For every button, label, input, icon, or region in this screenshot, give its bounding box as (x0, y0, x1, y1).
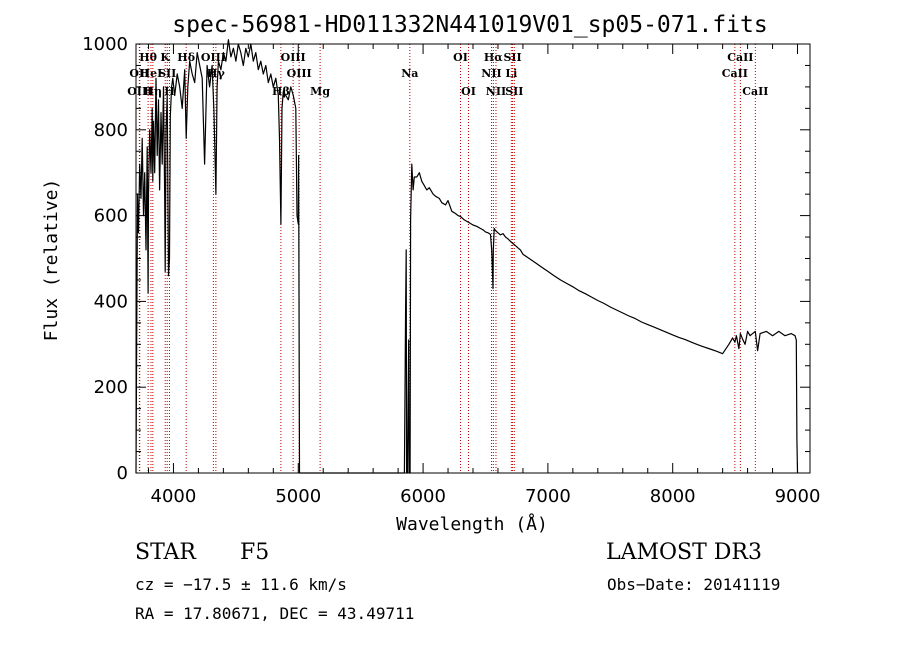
y-tick-label-1000: 1000 (82, 34, 128, 55)
marker-label-7: H (164, 85, 174, 98)
marker-label-22: Li (505, 67, 517, 80)
marker-label-2: OIII (127, 85, 152, 98)
marker-label-5: K (160, 51, 170, 64)
marker-label-0: Hθ (139, 51, 157, 64)
marker-label-16: OI (453, 51, 468, 64)
observation-date: Obs−Date: 20141119 (607, 575, 781, 594)
object-type: STAR (135, 540, 196, 565)
marker-label-13: OIII (287, 67, 312, 80)
spectrum-line-0 (135, 39, 799, 474)
x-tick-label-6000: 6000 (400, 486, 446, 507)
axes: 4000 5000 6000 7000 8000 9000 0 200 400 600 800 100… (82, 34, 820, 507)
marker-label-8: Hδ (177, 51, 195, 64)
x-tick-label-9000: 9000 (775, 486, 821, 507)
marker-label-19: NII (481, 67, 501, 80)
y-tick-label-600: 600 (94, 206, 128, 227)
marker-label-6: SII (158, 67, 176, 80)
x-axis-label: Wavelength (Å) (396, 513, 548, 535)
spectral-subclass: F5 (240, 540, 270, 565)
marker-label-24: CaII (727, 51, 753, 64)
x-tick-label-5000: 5000 (275, 486, 321, 507)
y-tick-label-0: 0 (117, 463, 128, 484)
marker-label-20: NII (486, 85, 506, 98)
marker-label-18: Hα (484, 51, 503, 64)
x-tick-label-4000: 4000 (151, 486, 197, 507)
marker-label-4: Hη (144, 85, 162, 98)
y-tick-label-200: 200 (94, 377, 128, 398)
marker-label-10: Hγ (207, 67, 225, 80)
x-tick-label-8000: 8000 (650, 486, 696, 507)
marker-label-26: CaII (742, 85, 768, 98)
marker-label-21: SII (503, 51, 521, 64)
redshift-readout: cz = −17.5 ± 11.6 km/s (135, 575, 347, 594)
spectral-line-markers: Hθ OII OIII HeI Hη K SII H Hδ OIII Hγ Hβ OIII OIII Mg N… (127, 44, 768, 473)
marker-label-9: OIII (201, 51, 226, 64)
marker-label-25: CaII (722, 67, 748, 80)
marker-label-3: HeI (140, 67, 163, 80)
plot-frame (135, 43, 811, 474)
y-axis-label: Flux (relative) (41, 179, 62, 342)
y-tick-label-800: 800 (94, 120, 128, 141)
plot-area (135, 39, 799, 474)
x-tick-label-7000: 7000 (525, 486, 571, 507)
marker-label-12: OIII (281, 51, 306, 64)
marker-label-23: SII (505, 85, 523, 98)
survey-name: LAMOST DR3 (606, 540, 762, 565)
y-tick-label-400: 400 (94, 291, 128, 312)
sky-coordinates: RA = 17.80671, DEC = 43.49711 (135, 604, 415, 623)
marker-label-14: Mg (310, 85, 330, 98)
chart-title: spec-56981-HD011332N441019V01_sp05-071.f… (172, 12, 767, 38)
marker-label-1: OII (129, 67, 149, 80)
marker-label-15: Na (401, 67, 418, 80)
marker-label-11: Hβ (272, 85, 290, 98)
marker-label-17: OI (461, 85, 476, 98)
